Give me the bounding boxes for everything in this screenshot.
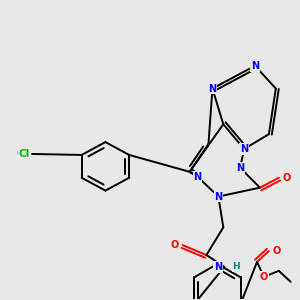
Text: Cl: Cl (19, 149, 30, 159)
Text: H: H (232, 262, 240, 272)
Text: O: O (283, 173, 291, 183)
Text: O: O (170, 240, 179, 250)
Text: N: N (240, 144, 248, 154)
Text: O: O (260, 272, 268, 282)
Text: Cl: Cl (17, 149, 28, 159)
Text: N: N (208, 84, 217, 94)
Text: N: N (194, 172, 202, 182)
Text: N: N (251, 61, 259, 71)
Text: N: N (236, 163, 244, 173)
Text: N: N (214, 192, 222, 202)
Text: N: N (214, 262, 222, 272)
Text: O: O (273, 246, 281, 256)
